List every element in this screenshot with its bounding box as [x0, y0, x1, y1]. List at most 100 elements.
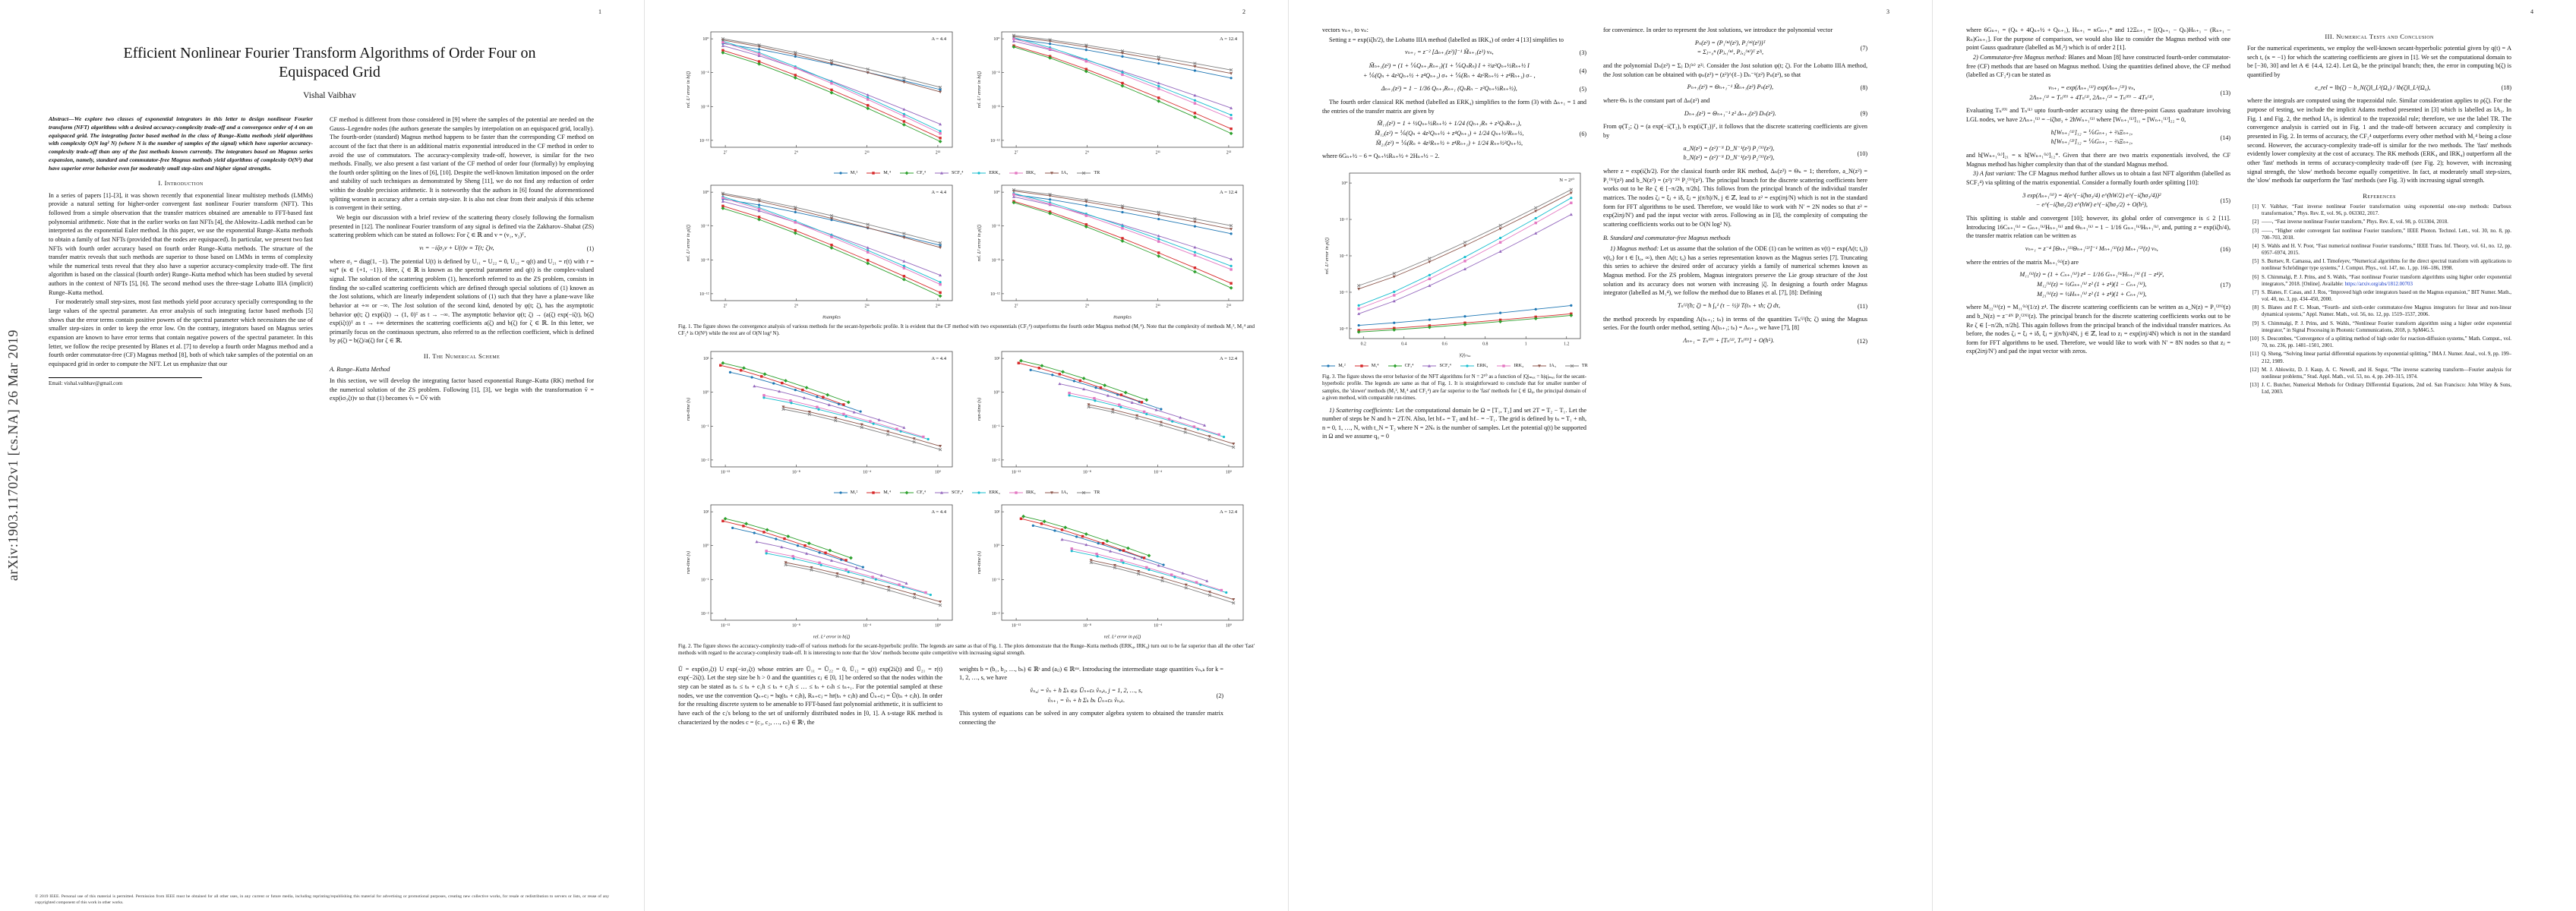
- reference-item: [10] S. Descombes, “Convergence of a spli…: [2247, 336, 2511, 349]
- equation-body: M̃₂₁(z²) = ⅙(Rₙ + 4z²Rₙ₊½ + z⁴Rₙ₊₁) + 1/…: [1375, 139, 1523, 147]
- reference-item: [11] Q. Sheng, “Solving linear partial di…: [2247, 351, 2511, 364]
- equation-body: h[Wₙ₊₁⁽²⁾]₁₂ = ⅙Gₙ₊₁ − ⅔Ξₙ₊₁,: [2050, 138, 2133, 146]
- svg-text:10⁻²: 10⁻²: [701, 612, 709, 616]
- reference-arxiv-link[interactable]: https://arxiv.org/abs/1812.00703: [2344, 281, 2413, 287]
- reference-number: [6]: [2252, 274, 2259, 280]
- reference-number: [5]: [2252, 259, 2259, 265]
- page1-col2: CF method is different from those consid…: [330, 115, 594, 404]
- equation-body: M̃₁₁(z²) = 1 + ½Qₙ₊½Rₙ₊½ + 1/24 (Qₙ₊₁Rₙ …: [1377, 120, 1522, 128]
- svg-text:2⁹: 2⁹: [1085, 304, 1089, 309]
- equation-number: (3): [1579, 49, 1586, 56]
- svg-text:10⁻¹²: 10⁻¹²: [1012, 470, 1021, 474]
- body-paragraph: weights b = (b₁, b₂, …, bₛ) ∈ ℝˢ and (aᵢ…: [959, 665, 1223, 682]
- equation-number: (10): [1857, 150, 1867, 157]
- paragraph-text: Let the computational domain be Ω = [T₁,…: [1322, 406, 1587, 440]
- body-paragraph: vectors vₙ₊₁ to vₙ:: [1322, 27, 1368, 33]
- reference-number: [4]: [2252, 243, 2259, 249]
- legend-entry: IRK₄: [1009, 170, 1036, 176]
- subsection-heading-rk: A. Runge–Kutta Method: [330, 366, 390, 374]
- arxiv-sidebar: arXiv:1903.11702v1 [cs.NA] 26 Mar 2019: [2, 0, 24, 911]
- paper-title: Efficient Nonlinear Fourier Transform Al…: [123, 45, 536, 80]
- svg-text:A = 12.4: A = 12.4: [1220, 36, 1238, 42]
- legend-entry: TR: [1076, 170, 1100, 176]
- body-paragraph: where 6Gₙ₊½ − 6 = Qₙ₊½Rₙ₊½ + 2Hₙ₊½ − 2.: [1322, 153, 1440, 160]
- page4-columns: where 6Gₙ₊₁ = (Qₙ + 4Qₙ₊½ + Qₙ₊₁), Hₙ₊₁ …: [1966, 26, 2543, 397]
- body-paragraph: From φ(T₂; ζ) = (a exp(−iζT₂), b exp(iζT…: [1603, 123, 1867, 140]
- svg-text:A = 12.4: A = 12.4: [1220, 356, 1238, 361]
- equation-number: (2): [1216, 692, 1223, 700]
- legend-label: IA₃: [1549, 362, 1556, 368]
- figure-1: 2⁷ 2⁹ 2¹¹ 2¹³ 10⁰ 10⁻⁴ 10⁻⁸ 10⁻¹² rel. L² error …: [678, 26, 1255, 338]
- body-paragraph: In this section, we will develop the int…: [330, 377, 594, 402]
- equation-body: + ⅙(Qₙ + 4z²Qₙ₊½ + z⁴Qₙ₊₁) σ₊ + ⅙(Rₙ + 4…: [1362, 71, 1536, 79]
- figure-1-caption: Fig. 1. The figure shows the convergence…: [678, 323, 1255, 337]
- svg-text:10⁰: 10⁰: [994, 390, 1001, 396]
- svg-text:A = 12.4: A = 12.4: [1220, 190, 1238, 195]
- svg-text:10⁰: 10⁰: [1341, 181, 1348, 186]
- legend-entry: TR: [1076, 490, 1100, 496]
- svg-text:rel. L² error in b(ζ): rel. L² error in b(ζ): [977, 71, 982, 109]
- svg-text:2¹³: 2¹³: [935, 304, 940, 309]
- svg-text:2¹¹: 2¹¹: [864, 151, 870, 156]
- legend-label: CF₂⁴: [917, 169, 926, 175]
- figure-panel: 2⁷ 2⁹ 2¹¹ 2¹³ 10⁰ 10⁻⁴ 10⁻⁸ 10⁻¹² #samples rel. L…: [683, 179, 958, 320]
- svg-text:10⁻²: 10⁻²: [1340, 218, 1348, 222]
- equation-body: 3 exp(Λₙ₊₁⁽ᵏ⁾) = 4(e^(−iζhσ₃/4) e^(hW/2)…: [2022, 191, 2161, 199]
- svg-text:run-time (s): run-time (s): [977, 551, 982, 574]
- equation-body: vₜ = −iζσ₃v + U(t)v ≡ T(t; ζ)v,: [419, 244, 494, 251]
- svg-text:10⁻²: 10⁻²: [992, 612, 1000, 616]
- page1-col1: Abstract—We explore two classes of expon…: [49, 115, 313, 404]
- legend-label: ERK₄: [989, 489, 1000, 495]
- svg-text:1.2: 1.2: [1564, 342, 1569, 347]
- svg-text:N = 2¹⁰: N = 2¹⁰: [1559, 178, 1574, 183]
- equation-1: vₜ = −iζσ₃v + U(t)v ≡ T(t; ζ)v, (1): [330, 244, 594, 254]
- equation-18: e_rel = ‖b(ζ) − b_N(ζ)‖_L²(Ω₀) / ‖b(ζ)‖_…: [2247, 84, 2511, 93]
- body-paragraph: 1) Scattering coefficients: Let the comp…: [1322, 406, 1586, 442]
- legend-label: IA₃: [1061, 489, 1069, 495]
- reference-item: [12] M. J. Ablowitz, D. J. Kaup, A. C. Ne…: [2247, 367, 2511, 380]
- figure-panel: 0.2 0.4 0.6 0.8 1 1.2 10⁰ 10⁻² 10⁻⁴ 10⁻⁶ 10⁻⁸ |Q|ₘₐ…: [1322, 167, 1586, 358]
- figure-panel: 10⁻¹² 10⁻⁸ 10⁻⁴ 10⁰ 10¹ 10⁰ 10⁻¹ 10⁻² run-time (…: [683, 345, 958, 487]
- paper-author: Vishal Vaibhav: [303, 91, 356, 100]
- figure-panel: 2⁷ 2⁹ 2¹¹ 2¹³ 10⁰ 10⁻⁴ 10⁻⁸ 10⁻¹² rel. L² error …: [683, 26, 958, 167]
- svg-text:10⁰: 10⁰: [702, 36, 709, 42]
- equation-number: (5): [1579, 86, 1586, 93]
- figure-1-grid: 2⁷ 2⁹ 2¹¹ 2¹³ 10⁰ 10⁻⁴ 10⁻⁸ 10⁻¹² rel. L² error …: [678, 26, 1255, 320]
- abstract: Abstract—We explore two classes of expon…: [49, 115, 313, 172]
- body-paragraph: where Θₙ is the constant part of Δₙ(z²) …: [1603, 97, 1710, 105]
- svg-text:10⁻¹²: 10⁻¹²: [721, 623, 731, 628]
- svg-text:10⁻⁸: 10⁻⁸: [1083, 470, 1091, 474]
- body-paragraph: CF method is different from those consid…: [330, 116, 594, 212]
- equation-body: a_N(z²) = (z²)⁻ᴺ D_N⁻¹(z²) P₁⁽ᴺ⁾(z²),: [1683, 144, 1775, 152]
- equation-body: Δₙ₊₁(z²) = 1 − 1/36 Qₙ₊₁Rₙ₊₁ (QₙRₙ − z²Q…: [1381, 85, 1517, 93]
- page4-col1: where 6Gₙ₊₁ = (Qₙ + 4Qₙ₊½ + Qₙ₊₁), Hₙ₊₁ …: [1966, 26, 2230, 397]
- svg-text:10⁻¹²: 10⁻¹²: [699, 292, 709, 297]
- equation-body: Tₙ⁽ʲ⁾(h; ζ) = h ∫₀¹ (τ − ½)ʲ T(tₙ + τh; …: [1677, 302, 1781, 310]
- legend-entry: M₁²: [833, 170, 857, 176]
- legend-label: M₁⁴: [883, 169, 892, 175]
- reference-number: [11]: [2249, 351, 2259, 358]
- svg-text:A = 4.4: A = 4.4: [931, 36, 946, 42]
- page3-col2: for convenience. In order to represent t…: [1603, 26, 1867, 442]
- reference-text: S. Burtsev, R. Camassa, and I. Timofeyev…: [2262, 259, 2511, 272]
- equation-5: Δₙ₊₁(z²) = 1 − 1/36 Qₙ₊₁Rₙ₊₁ (QₙRₙ − z²Q…: [1322, 84, 1586, 94]
- svg-text:10⁻⁴: 10⁻⁴: [1340, 254, 1348, 259]
- legend-entry: M₁⁴: [866, 490, 891, 496]
- legend-entry: ERK₄: [971, 170, 1000, 176]
- reference-text: S. Chimmalgi, P. J. Prins, and S. Wahls,…: [2262, 320, 2511, 333]
- equation-17: M₁₁⁽ᵏ⁾(z) = (1 + Cₙ₊₁⁽ᵏ⁾) z⁴ − 1/16 Gₙ₊₁…: [1966, 270, 2230, 299]
- reference-item: [4] S. Wahls and H. V. Poor, “Fast numeri…: [2247, 243, 2511, 257]
- svg-text:2¹¹: 2¹¹: [864, 304, 870, 309]
- paragraph-text: Blanes and Moan [8] have constructed fou…: [1966, 53, 2230, 79]
- equation-body: ṽₙ₊₁ = ṽₙ + h Σₖ bₖ Ũₙ₊cₖ ṽₙ,ₖ.: [1047, 696, 1125, 704]
- equation-number: (6): [1579, 130, 1586, 137]
- svg-text:10⁰: 10⁰: [702, 544, 709, 549]
- svg-text:A = 4.4: A = 4.4: [931, 190, 946, 195]
- svg-text:rel. L² error in ρ(ζ): rel. L² error in ρ(ζ): [977, 225, 982, 261]
- equation-body: vₙ₊₁ = exp(Λₙ₊₁⁽¹⁾) exp(Λₙ₊₁⁽²⁾) vₙ,: [2048, 84, 2136, 91]
- legend-entry: M₁⁴: [1354, 363, 1379, 369]
- legend-entry: IRK₄: [1009, 490, 1036, 496]
- svg-text:|Q|ₘₐₓ: |Q|ₘₐₓ: [1459, 353, 1471, 358]
- svg-text:#samples: #samples: [1113, 315, 1132, 320]
- svg-text:10⁻⁸: 10⁻⁸: [1083, 623, 1091, 628]
